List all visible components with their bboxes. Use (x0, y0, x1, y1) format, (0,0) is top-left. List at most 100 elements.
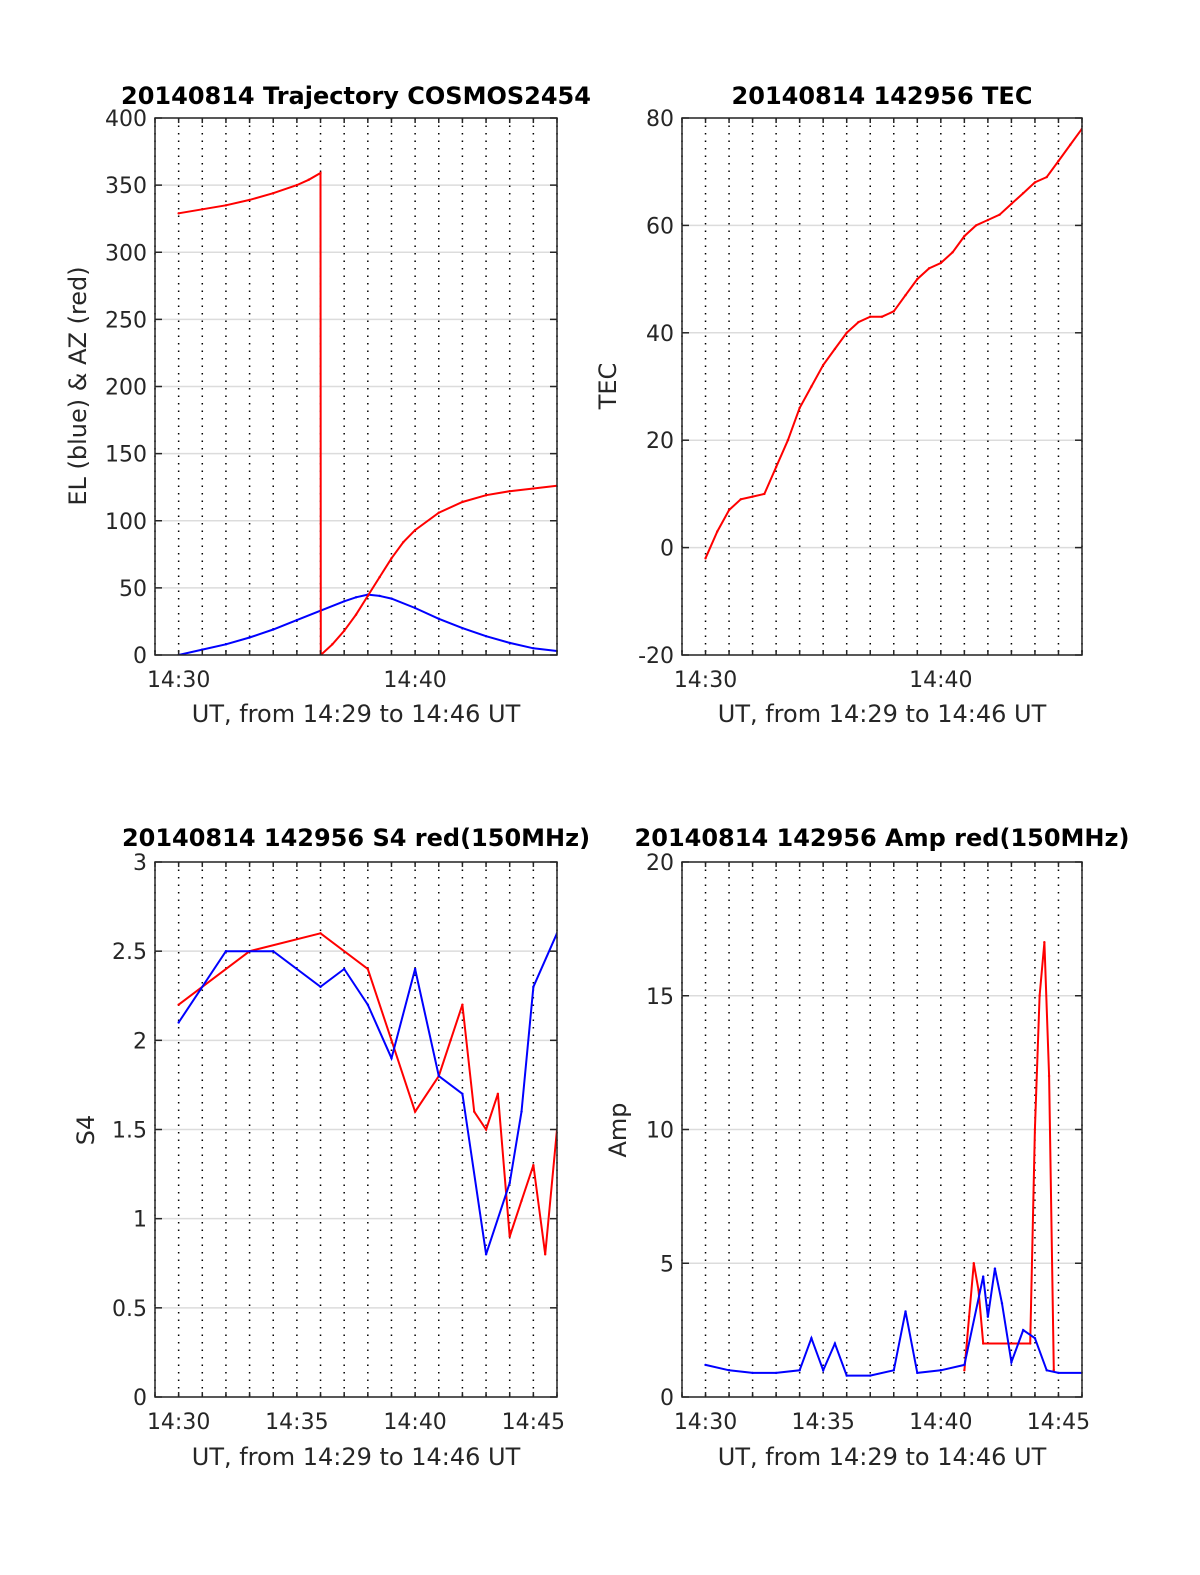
y-tick-label: 3 (133, 851, 147, 876)
data-point (704, 1363, 707, 1367)
data-point (963, 1363, 966, 1367)
y-tick-label: 15 (646, 985, 674, 1010)
data-point (461, 1003, 464, 1006)
data-point (390, 1039, 393, 1042)
data-point (1057, 159, 1060, 163)
data-point (378, 575, 381, 579)
y-tick-label: -20 (638, 644, 674, 669)
data-point (998, 213, 1001, 216)
data-point (342, 600, 346, 603)
panel-trajectory: 20140814 Trajectory COSMOS2454 UT, from … (64, 82, 591, 728)
y-tick-label: 250 (105, 308, 147, 333)
data-point (1029, 1342, 1032, 1345)
data-point (967, 1315, 971, 1318)
plot-area (682, 118, 1082, 655)
y-tick-label: 1.5 (112, 1119, 147, 1144)
data-point (904, 294, 907, 297)
data-point (939, 1369, 943, 1372)
chart-title: 20140814 142956 Amp red(150MHz) (635, 824, 1130, 852)
data-point (461, 1092, 464, 1096)
data-point (916, 1371, 919, 1375)
data-point (484, 1128, 488, 1131)
x-tick-label: 14:45 (1027, 1410, 1090, 1435)
y-tick-label: 0 (660, 1386, 674, 1411)
data-point (1033, 1336, 1037, 1340)
x-tick-label: 14:35 (265, 1410, 328, 1435)
y-tick-label: 0.5 (112, 1297, 147, 1322)
x-axis-label: UT, from 14:29 to 14:46 UT (192, 1443, 521, 1471)
data-point (177, 1021, 180, 1024)
y-tick-label: 2 (133, 1029, 147, 1054)
data-point (366, 594, 370, 598)
y-tick-label: 400 (105, 107, 147, 132)
data-point (248, 636, 251, 639)
x-tick-label: 14:30 (674, 668, 737, 693)
y-tick-label: 20 (646, 851, 674, 876)
data-point (1045, 1369, 1048, 1372)
data-point (739, 498, 743, 501)
data-point (727, 508, 731, 512)
panel-s4: 20140814 142956 S4 red(150MHz) UT, from … (72, 824, 590, 1471)
data-point (974, 224, 978, 227)
data-point (798, 1369, 801, 1372)
data-point (461, 500, 464, 504)
x-tick-label: 14:40 (909, 1410, 972, 1435)
data-point (201, 208, 204, 211)
data-point (532, 647, 535, 650)
data-point (845, 331, 848, 334)
data-point (716, 530, 719, 533)
data-point (1057, 1371, 1060, 1375)
data-point (727, 1369, 731, 1372)
data-point (704, 557, 707, 560)
data-point (892, 310, 895, 313)
data-point (342, 967, 346, 971)
y-tick-label: 50 (119, 577, 147, 602)
data-point (413, 967, 417, 971)
data-point (342, 629, 346, 633)
data-point (248, 198, 251, 202)
panel-amp: 20140814 142956 Amp red(150MHz) UT, from… (604, 824, 1129, 1471)
data-point (1010, 202, 1013, 206)
chart-title: 20140814 142956 S4 red(150MHz) (122, 824, 590, 852)
data-point (810, 1336, 813, 1340)
data-point (821, 1369, 825, 1372)
data-point (390, 597, 393, 600)
data-point (821, 363, 825, 367)
data-point (1045, 175, 1048, 179)
data-point (532, 1163, 535, 1167)
data-point (751, 495, 754, 498)
y-tick-label: 20 (646, 429, 674, 454)
data-point (751, 1371, 754, 1375)
data-point (532, 487, 535, 490)
y-tick-label: 0 (133, 1386, 147, 1411)
y-tick-label: 200 (105, 376, 147, 401)
y-tick-label: 60 (646, 214, 674, 239)
data-point (880, 315, 884, 318)
data-point (520, 1110, 523, 1113)
chart-title: 20140814 Trajectory COSMOS2454 (121, 82, 591, 110)
x-tick-label: 14:40 (909, 668, 972, 693)
x-tick-label: 14:30 (147, 668, 210, 693)
y-axis-label: TEC (594, 363, 622, 411)
x-tick-label: 14:35 (791, 1410, 854, 1435)
data-point (1047, 1074, 1051, 1078)
y-tick-label: 0 (133, 644, 147, 669)
data-point (390, 1056, 393, 1060)
data-point (272, 628, 275, 631)
data-point (437, 1074, 440, 1078)
data-point (963, 1369, 966, 1372)
data-point (331, 643, 334, 646)
data-point (1010, 1361, 1013, 1364)
chart-title: 20140814 142956 TEC (732, 82, 1033, 110)
data-point (224, 643, 228, 646)
data-point (892, 1369, 895, 1372)
data-point (307, 178, 310, 181)
data-point (354, 613, 358, 616)
data-point (986, 1315, 990, 1318)
data-point (508, 490, 511, 493)
x-tick-label: 14:40 (383, 668, 446, 693)
y-tick-label: 150 (105, 443, 147, 468)
data-point (437, 617, 440, 620)
data-point (786, 439, 790, 442)
